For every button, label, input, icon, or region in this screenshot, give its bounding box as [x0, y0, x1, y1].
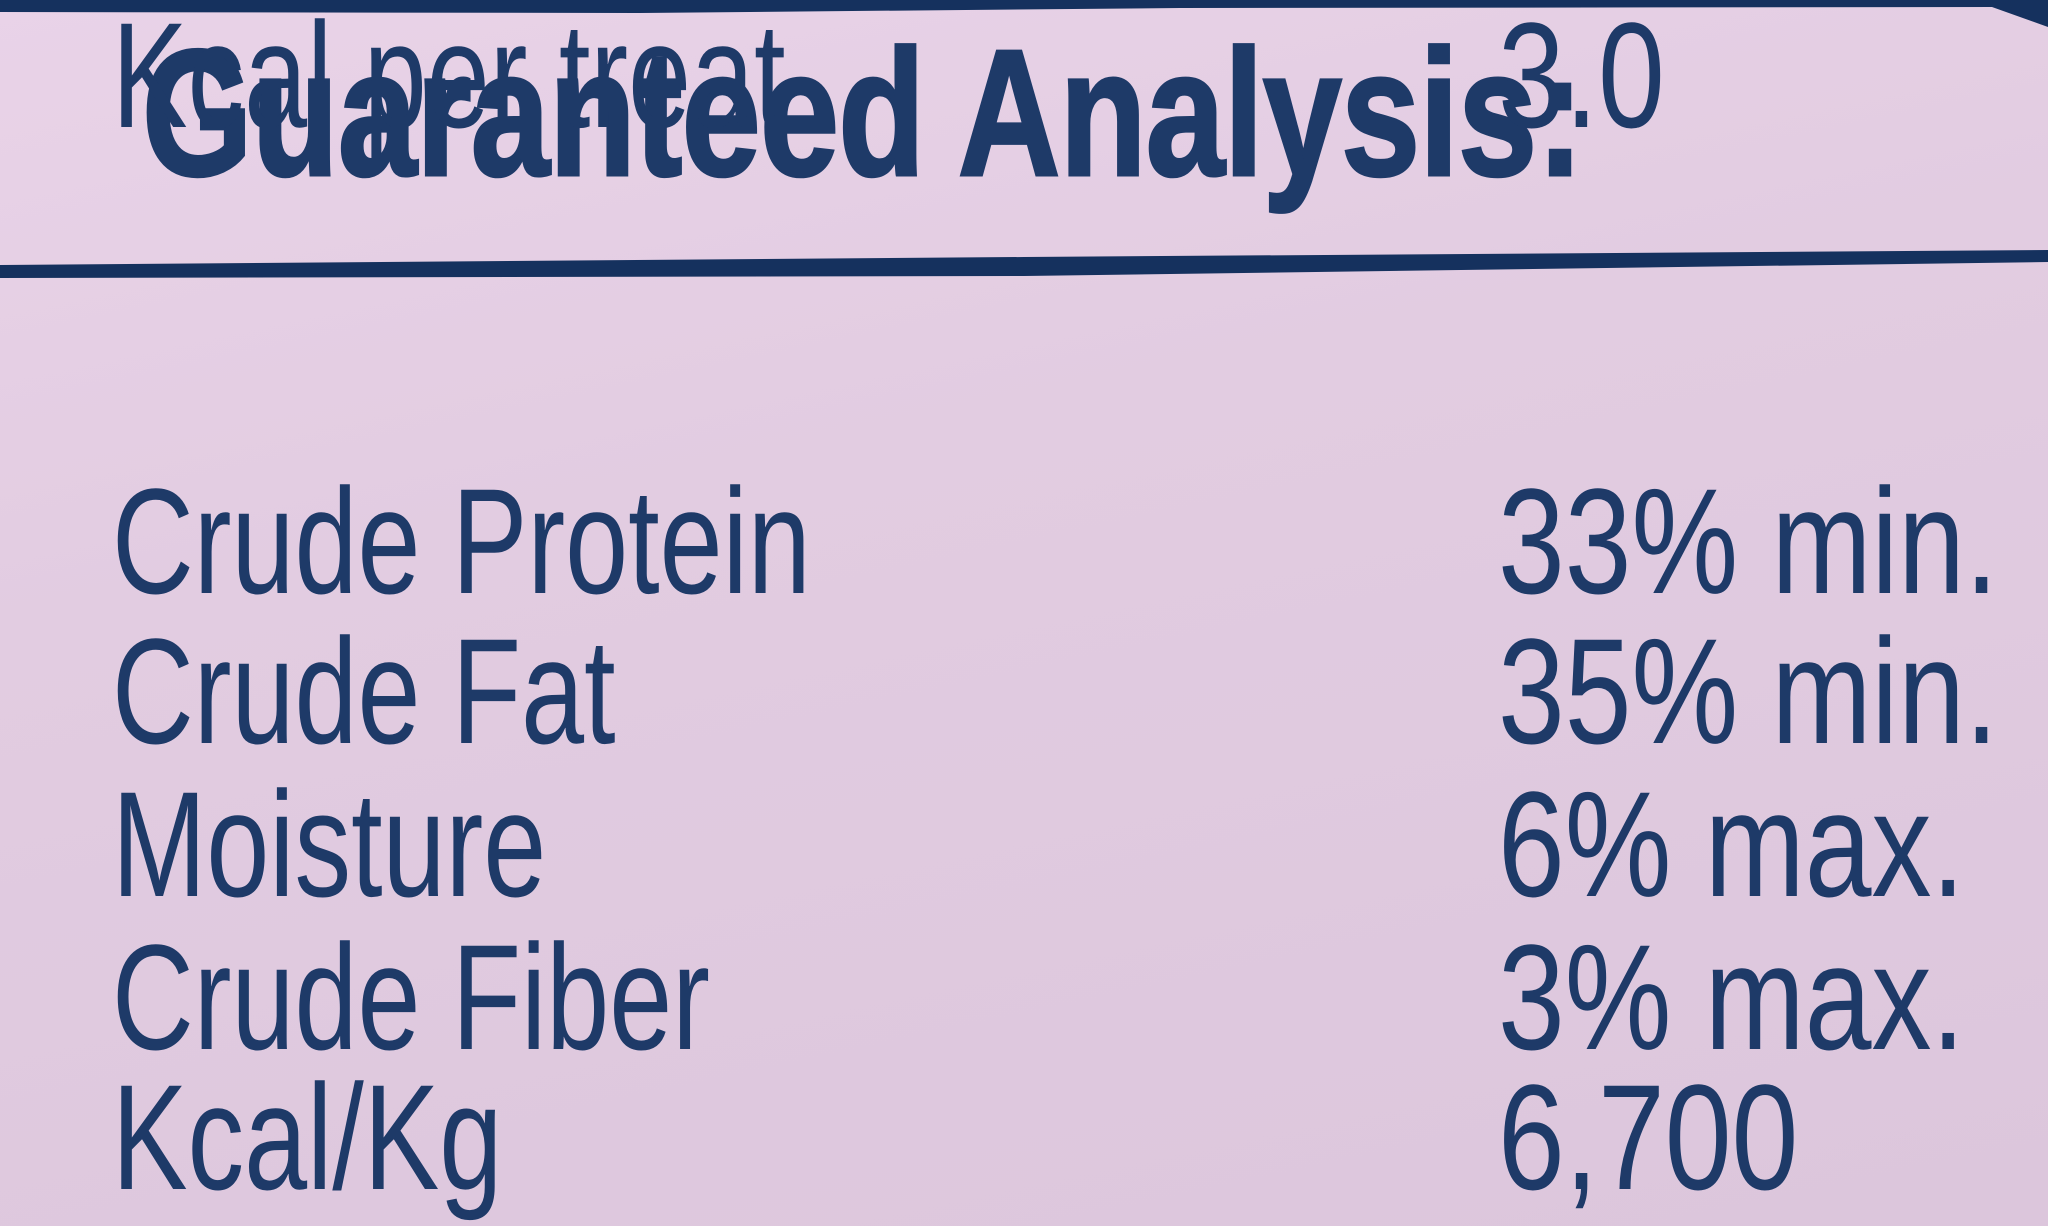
- nutrient-label: Kcal/Kg: [112, 1053, 503, 1221]
- nutrient-value: 6% max.: [1498, 760, 1965, 928]
- nutrient-label: Crude Fat: [112, 607, 616, 775]
- analysis-row: Moisture 6% max.: [0, 769, 2048, 929]
- analysis-row: Kcal/Kg 6,700: [0, 1062, 2048, 1222]
- top-border-bar: [0, 0, 2048, 27]
- nutrient-label: Kcal per treat: [112, 0, 786, 159]
- section-title: Guaranteed Analysis:: [141, 13, 1585, 214]
- analysis-row: Crude Fiber 3% max.: [0, 922, 2048, 1082]
- title-divider-rule: [0, 250, 2048, 278]
- nutrient-value: 3.0: [1498, 0, 1665, 159]
- analysis-row: Crude Fat 35% min.: [0, 616, 2048, 776]
- nutrient-label: Crude Fiber: [112, 913, 710, 1081]
- nutrient-value: 33% min.: [1498, 457, 1999, 625]
- nutrient-label: Crude Protein: [112, 457, 811, 625]
- nutrient-value: 3% max.: [1498, 913, 1965, 1081]
- analysis-row: Kcal per treat 3.0: [0, 0, 2048, 160]
- nutrient-label: Moisture: [112, 760, 547, 928]
- analysis-row: Crude Protein 33% min.: [0, 466, 2048, 626]
- nutrient-value: 35% min.: [1498, 607, 1999, 775]
- nutrient-value: 6,700: [1498, 1053, 1799, 1221]
